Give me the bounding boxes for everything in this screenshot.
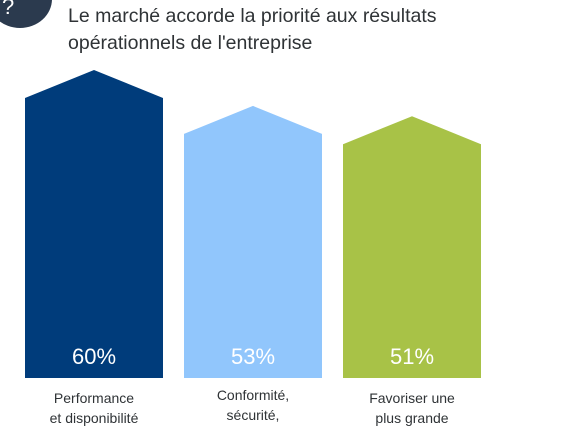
bar-3 xyxy=(343,116,481,378)
chart-title: Le marché accorde la priorité aux résult… xyxy=(68,5,437,54)
question-mark-icon: ? xyxy=(2,0,15,19)
bar-value-label-3: 51% xyxy=(390,344,434,369)
bar-value-label-2: 53% xyxy=(231,344,275,369)
bar-value-label-1: 60% xyxy=(72,344,116,369)
bar-1 xyxy=(25,70,163,378)
question-badge: ? xyxy=(0,0,52,28)
category-label-1: Performance et disponibilité xyxy=(49,390,139,426)
category-label-3: Favoriser une plus grande xyxy=(369,390,455,426)
bar-2 xyxy=(184,105,322,378)
category-label-2: Conformité, sécurité, xyxy=(216,387,290,423)
bar-chart: 60% 53% 51% xyxy=(25,70,481,378)
